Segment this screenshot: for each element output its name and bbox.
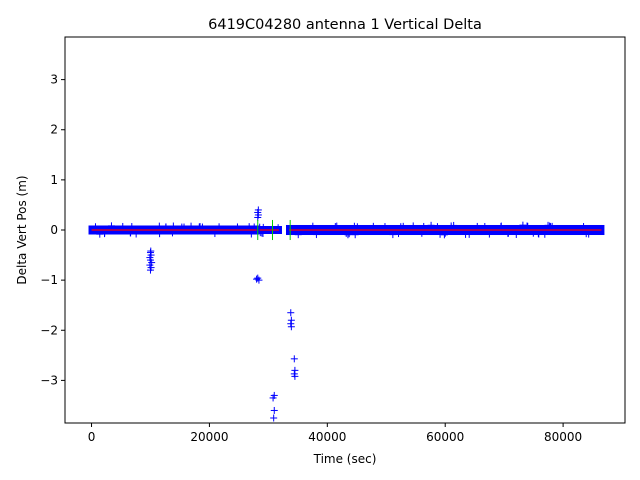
y-tick-label: −2 <box>40 323 58 337</box>
x-tick-label: 40000 <box>308 430 346 444</box>
dense-point <box>580 223 588 231</box>
outlier-point <box>254 274 262 282</box>
dense-point <box>381 223 389 231</box>
dense-point <box>155 222 163 230</box>
dense-point <box>512 231 520 239</box>
y-tick-label: 3 <box>50 73 58 87</box>
dense-point <box>529 229 537 237</box>
y-tick-label: 2 <box>50 123 58 137</box>
dense-point <box>369 222 377 230</box>
dense-point <box>233 223 241 231</box>
dense-point <box>258 229 266 237</box>
y-tick-label: 1 <box>50 173 58 187</box>
dense-point <box>215 223 223 231</box>
outlier-point <box>287 316 295 324</box>
dense-point <box>309 222 317 230</box>
dense-point <box>548 222 556 230</box>
y-axis-label: Delta Vert Pos (m) <box>15 175 29 284</box>
dense-point <box>119 222 127 230</box>
outlier-point <box>291 372 299 380</box>
outlier-point <box>146 266 154 274</box>
dense-point <box>418 229 426 237</box>
dense-point <box>395 230 403 238</box>
dense-point <box>96 230 104 238</box>
dense-point <box>350 222 358 230</box>
dense-point <box>473 222 481 230</box>
dense-point <box>162 223 170 231</box>
y-tick-label: −3 <box>40 373 58 387</box>
dense-point <box>128 223 136 231</box>
x-tick-label: 0 <box>88 430 96 444</box>
dense-point <box>195 223 203 231</box>
dense-point <box>294 231 302 239</box>
dense-point <box>351 231 359 239</box>
axes-layer: 0 20000 40000 60000 80000 −3 −2 −1 0 1 2 3 <box>40 36 626 444</box>
dense-point <box>245 223 253 231</box>
dense-point <box>519 221 527 229</box>
dense-point <box>440 231 448 239</box>
dense-point <box>441 229 449 237</box>
dense-point <box>353 223 361 231</box>
outlier-points <box>146 206 299 422</box>
dense-point <box>497 222 505 230</box>
outlier-point <box>287 320 295 328</box>
dense-point <box>544 221 552 229</box>
outlier-point <box>287 323 295 331</box>
outlier-point <box>270 414 278 422</box>
dense-point <box>504 229 512 237</box>
dense-point <box>187 222 195 230</box>
x-tick-label: 20000 <box>190 430 228 444</box>
x-axis-label: Time (sec) <box>313 452 377 466</box>
dense-point <box>447 222 455 230</box>
chart-title: 6419C04280 antenna 1 Vertical Delta <box>208 17 482 33</box>
data-layer <box>88 206 605 422</box>
outlier-point <box>254 206 262 214</box>
y-tick-label: 0 <box>50 223 58 237</box>
outlier-point <box>269 394 277 402</box>
outlier-point <box>287 309 295 317</box>
dense-point <box>156 230 164 238</box>
dense-point <box>409 222 417 230</box>
dense-point <box>107 222 115 230</box>
dense-point <box>331 223 339 231</box>
dense-point <box>523 222 531 230</box>
x-tick-label: 60000 <box>426 430 464 444</box>
dense-point <box>247 230 255 238</box>
dense-point <box>397 223 405 231</box>
dense-point <box>420 222 428 230</box>
dense-point <box>312 231 320 239</box>
dense-point <box>436 230 444 238</box>
dense-point <box>132 230 140 238</box>
dense-point <box>433 223 441 231</box>
dense-point <box>389 231 397 239</box>
dense-point <box>462 230 470 238</box>
y-tick-label: −1 <box>40 273 58 287</box>
dense-point <box>541 230 549 238</box>
dense-point <box>211 230 219 238</box>
dense-point <box>535 230 543 238</box>
outlier-point <box>147 247 155 255</box>
dense-point <box>481 222 489 230</box>
dense-point <box>427 221 435 229</box>
dense-point <box>582 230 590 238</box>
dense-point <box>92 223 100 231</box>
dense-point <box>485 230 493 238</box>
outlier-point <box>291 366 299 374</box>
dense-point <box>101 229 109 237</box>
dense-point <box>345 230 353 238</box>
dense-point <box>344 231 352 239</box>
x-tick-label: 80000 <box>544 430 582 444</box>
dense-point <box>169 222 177 230</box>
dense-point <box>178 223 186 231</box>
outlier-point <box>270 406 278 414</box>
outlier-point <box>290 355 298 363</box>
